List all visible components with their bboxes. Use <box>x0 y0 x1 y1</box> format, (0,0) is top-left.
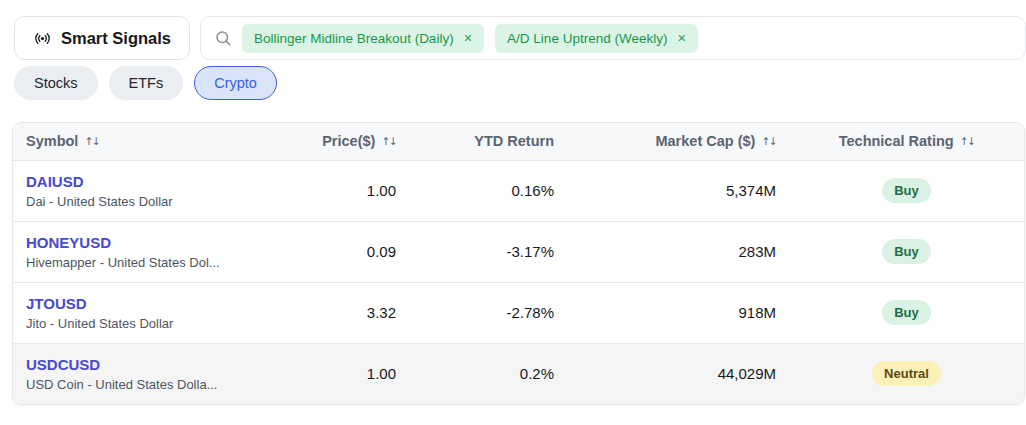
symbol-description: Hivemapper - United States Dol... <box>26 255 281 270</box>
ytd-return-cell: -2.78% <box>408 282 566 343</box>
sort-icon: ↑↓ <box>960 135 975 147</box>
sort-icon: ↑↓ <box>84 135 99 147</box>
technical-rating-badge: Buy <box>882 178 931 203</box>
sort-icon: ↑↓ <box>761 135 776 147</box>
price-cell: 1.00 <box>293 160 408 221</box>
table-header: Symbol↑↓ Price($)↑↓ YTD Return↑↓ Market … <box>13 123 1024 160</box>
asset-class-tabs: Stocks ETFs Crypto <box>0 60 1026 100</box>
column-header-technical-rating[interactable]: Technical Rating ↑↓ <box>788 123 1024 160</box>
column-header-price[interactable]: Price($) ↑↓ <box>293 123 408 160</box>
symbol-link[interactable]: HONEYUSD <box>26 234 111 251</box>
filter-chip: Bollinger Midline Breakout (Daily) × <box>242 24 484 53</box>
column-header-label: Technical Rating <box>839 133 954 149</box>
signals-table-grid: Symbol↑↓ Price($)↑↓ YTD Return↑↓ Market … <box>13 123 1024 404</box>
symbol-cell: JTOUSD Jito - United States Dollar <box>13 282 293 343</box>
ytd-return-cell: 0.16% <box>408 160 566 221</box>
symbol-description: Jito - United States Dollar <box>26 316 281 331</box>
column-header-market-cap[interactable]: Market Cap ($) ↑↓ <box>566 123 788 160</box>
table-row[interactable]: JTOUSD Jito - United States Dollar 3.32 … <box>13 282 1024 343</box>
market-cap-cell: 44,029M <box>566 343 788 404</box>
technical-rating-cell: Buy <box>788 160 1024 221</box>
technical-rating-cell: Buy <box>788 282 1024 343</box>
tab-label: Stocks <box>34 75 78 91</box>
filter-chip: A/D Line Uptrend (Weekly) × <box>495 24 698 53</box>
chip-remove-icon[interactable]: × <box>464 31 472 46</box>
table-row[interactable]: USDCUSD USD Coin - United States Dolla..… <box>13 343 1024 404</box>
table-row[interactable]: DAIUSD Dai - United States Dollar 1.00 0… <box>13 160 1024 221</box>
price-cell: 0.09 <box>293 221 408 282</box>
tab-stocks[interactable]: Stocks <box>14 66 98 100</box>
filter-chip-label: A/D Line Uptrend (Weekly) <box>507 31 667 46</box>
tab-label: ETFs <box>129 75 164 91</box>
ytd-return-cell: -3.17% <box>408 221 566 282</box>
technical-rating-cell: Buy <box>788 221 1024 282</box>
signals-table: Symbol↑↓ Price($)↑↓ YTD Return↑↓ Market … <box>12 122 1025 405</box>
smart-signals-button[interactable]: Smart Signals <box>14 16 190 60</box>
chip-remove-icon[interactable]: × <box>677 31 685 46</box>
column-header-label: Symbol <box>26 133 78 149</box>
filter-chip-label: Bollinger Midline Breakout (Daily) <box>254 31 454 46</box>
technical-rating-badge: Buy <box>882 239 931 264</box>
signals-search-bar[interactable]: Bollinger Midline Breakout (Daily) × A/D… <box>200 16 1026 60</box>
tab-crypto[interactable]: Crypto <box>194 66 277 100</box>
search-icon <box>214 29 232 47</box>
tab-label: Crypto <box>214 75 257 91</box>
smart-signals-label: Smart Signals <box>61 29 171 48</box>
symbol-cell: HONEYUSD Hivemapper - United States Dol.… <box>13 221 293 282</box>
symbol-link[interactable]: USDCUSD <box>26 356 100 373</box>
technical-rating-badge: Buy <box>882 300 931 325</box>
technical-rating-badge: Neutral <box>872 361 941 386</box>
technical-rating-cell: Neutral <box>788 343 1024 404</box>
column-header-ytd-return: YTD Return↑↓ <box>408 123 566 160</box>
symbol-description: USD Coin - United States Dolla... <box>26 377 281 392</box>
column-header-symbol[interactable]: Symbol ↑↓ <box>13 123 293 160</box>
market-cap-cell: 918M <box>566 282 788 343</box>
table-row[interactable]: HONEYUSD Hivemapper - United States Dol.… <box>13 221 1024 282</box>
symbol-description: Dai - United States Dollar <box>26 194 281 209</box>
sort-icon: ↑↓ <box>381 135 396 147</box>
price-cell: 3.32 <box>293 282 408 343</box>
column-header-label: YTD Return <box>474 133 554 149</box>
ytd-return-cell: 0.2% <box>408 343 566 404</box>
filter-chip-list: Bollinger Midline Breakout (Daily) × A/D… <box>242 24 698 53</box>
symbol-cell: DAIUSD Dai - United States Dollar <box>13 160 293 221</box>
symbol-link[interactable]: JTOUSD <box>26 295 87 312</box>
column-header-label: Price($) <box>322 133 375 149</box>
market-cap-cell: 5,374M <box>566 160 788 221</box>
topbar: Smart Signals Bollinger Midline Breakout… <box>0 0 1026 60</box>
broadcast-icon <box>33 29 52 48</box>
market-cap-cell: 283M <box>566 221 788 282</box>
column-header-label: Market Cap ($) <box>655 133 755 149</box>
smart-signals-page: Smart Signals Bollinger Midline Breakout… <box>0 0 1026 405</box>
price-cell: 1.00 <box>293 343 408 404</box>
tab-etfs[interactable]: ETFs <box>109 66 184 100</box>
symbol-cell: USDCUSD USD Coin - United States Dolla..… <box>13 343 293 404</box>
symbol-link[interactable]: DAIUSD <box>26 173 84 190</box>
